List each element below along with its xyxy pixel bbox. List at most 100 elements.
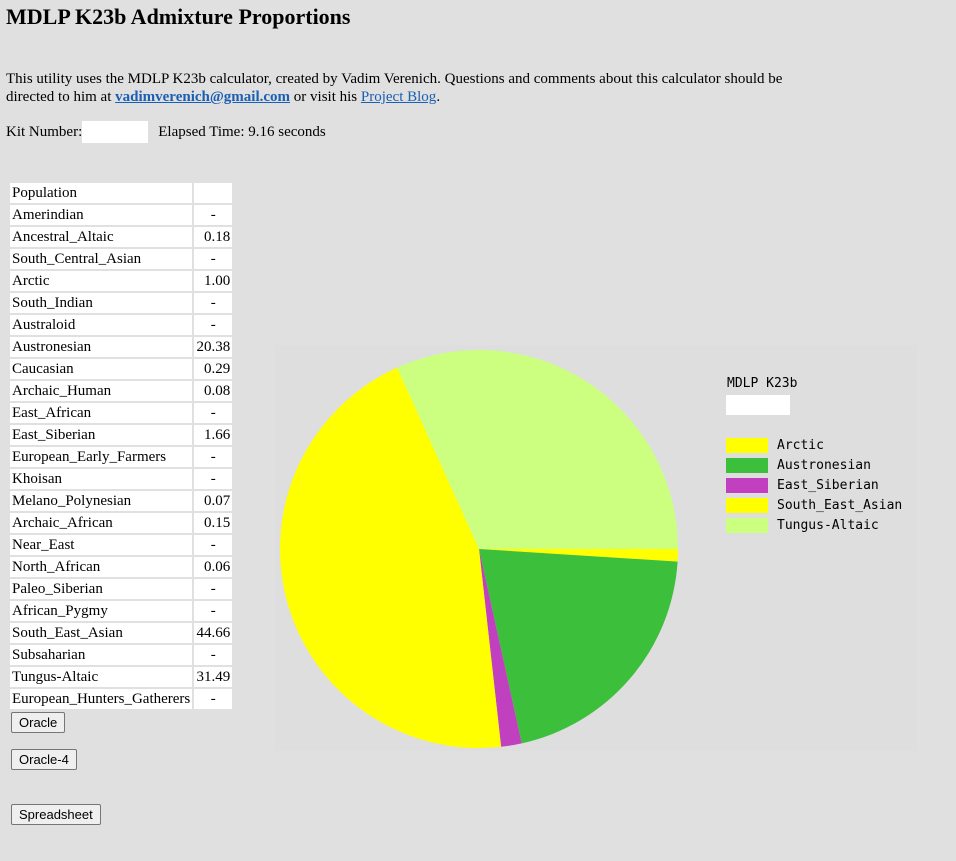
population-value: - — [194, 579, 233, 599]
legend-label: Austronesian — [777, 457, 871, 473]
population-name: Ancestral_Altaic — [10, 227, 193, 247]
population-name: Australoid — [10, 315, 193, 335]
table-row: South_Indian - — [10, 293, 233, 313]
table-row: Archaic_Human 0.08 — [10, 381, 233, 401]
population-name: East_Siberian — [10, 425, 193, 445]
population-value: 0.06 — [194, 557, 233, 577]
pie-chart — [280, 350, 678, 749]
table-row: Near_East - — [10, 535, 233, 555]
population-name: East_African — [10, 403, 193, 423]
oracle-button[interactable]: Oracle — [11, 712, 66, 733]
oracle-4-button[interactable]: Oracle-4 — [11, 749, 77, 770]
table-row: Paleo_Siberian - — [10, 579, 233, 599]
table-row: South_Central_Asian - — [10, 249, 233, 269]
chart-legend: MDLP K23b Arctic Austronesian East_Siberia… — [726, 376, 902, 535]
legend-swatch — [726, 477, 768, 493]
table-row: Austronesian 20.38 — [10, 337, 233, 357]
population-value: 31.49 — [194, 667, 233, 687]
population-value: - — [194, 645, 233, 665]
population-name: Amerindian — [10, 205, 193, 225]
table-row: Caucasian 0.29 — [10, 359, 233, 379]
pie-slice-tungus-altaic — [397, 350, 678, 549]
population-value: 0.29 — [194, 359, 233, 379]
population-value: - — [194, 403, 233, 423]
population-name: Arctic — [10, 271, 193, 291]
legend-label: South_East_Asian — [777, 497, 903, 513]
table-row: Melano_Polynesian 0.07 — [10, 491, 233, 511]
legend-item: Arctic — [726, 435, 902, 455]
population-name: European_Early_Farmers — [10, 447, 193, 467]
population-value: 0.18 — [194, 227, 233, 247]
population-value: 1.66 — [194, 425, 233, 445]
email-link[interactable]: vadimverenich@gmail.com — [115, 89, 291, 105]
population-name: South_Central_Asian — [10, 249, 193, 269]
population-header: Population — [10, 183, 193, 203]
population-name: Archaic_Human — [10, 381, 193, 401]
pie-chart-area — [275, 345, 917, 751]
population-name: Subsaharian — [10, 645, 193, 665]
population-value: - — [194, 689, 233, 709]
population-name: South_Indian — [10, 293, 193, 313]
elapsed-time: Elapsed Time: 9.16 seconds — [158, 124, 326, 140]
population-value: 1.00 — [194, 271, 233, 291]
population-value: - — [194, 601, 233, 621]
spreadsheet-button[interactable]: Spreadsheet — [11, 804, 101, 825]
legend-label: Tungus-Altaic — [777, 517, 879, 533]
legend-swatch — [726, 437, 768, 453]
legend-swatch — [726, 457, 768, 473]
page-title: MDLP K23b Admixture Proportions — [6, 4, 351, 29]
population-name: Khoisan — [10, 469, 193, 489]
kit-row: Kit Number: Elapsed Time: 9.16 seconds — [6, 121, 326, 143]
legend-item: South_East_Asian — [726, 495, 902, 515]
population-name: Austronesian — [10, 337, 193, 357]
kit-number-label: Kit Number: — [6, 124, 83, 140]
table-row: Amerindian - — [10, 205, 233, 225]
legend-swatch — [726, 517, 768, 533]
population-value: - — [194, 469, 233, 489]
chart-title: MDLP K23b — [727, 376, 798, 391]
intro-part-1: This utility uses the MDLP K23b calculat… — [6, 71, 783, 105]
table-row: East_Siberian 1.66 — [10, 425, 233, 445]
population-table: Population Amerindian - Ancestral_Altaic 0.1… — [8, 181, 234, 711]
legend-item: Austronesian — [726, 455, 902, 475]
legend-item: Tungus-Altaic — [726, 515, 902, 535]
legend-label: East_Siberian — [777, 477, 879, 493]
pie-slice-east-siberian — [479, 549, 522, 747]
population-name: North_African — [10, 557, 193, 577]
population-value: 44.66 — [194, 623, 233, 643]
table-row: South_East_Asian 44.66 — [10, 623, 233, 643]
table-row: European_Early_Farmers - — [10, 447, 233, 467]
table-row: Khoisan - — [10, 469, 233, 489]
table-row: Archaic_African 0.15 — [10, 513, 233, 533]
project-blog-link[interactable]: Project Blog — [360, 89, 437, 105]
table-row: Australoid - — [10, 315, 233, 335]
population-name: European_Hunters_Gatherers — [10, 689, 193, 709]
table-row: Ancestral_Altaic 0.18 — [10, 227, 233, 247]
table-header-row: Population — [10, 183, 233, 203]
value-header — [194, 183, 233, 203]
legend-swatch — [726, 497, 768, 513]
population-value: - — [194, 315, 233, 335]
table-row: North_African 0.06 — [10, 557, 233, 577]
kit-number-input[interactable] — [82, 121, 149, 143]
intro-part-3: . — [436, 89, 441, 105]
population-value: 0.15 — [194, 513, 233, 533]
table-row: Tungus-Altaic 31.49 — [10, 667, 233, 687]
table-row: East_African - — [10, 403, 233, 423]
chart-subtitle — [726, 395, 790, 415]
population-name: Melano_Polynesian — [10, 491, 193, 511]
population-value: 0.08 — [194, 381, 233, 401]
pie-slice-south-east-asian — [280, 367, 502, 749]
population-value: - — [194, 535, 233, 555]
intro-part-2: or visit his — [290, 89, 361, 105]
table-row: Arctic 1.00 — [10, 271, 233, 291]
legend-item: East_Siberian — [726, 475, 902, 495]
population-name: Archaic_African — [10, 513, 193, 533]
population-value: 0.07 — [194, 491, 233, 511]
population-name: Near_East — [10, 535, 193, 555]
table-row: European_Hunters_Gatherers - — [10, 689, 233, 709]
table-row: African_Pygmy - — [10, 601, 233, 621]
population-value: - — [194, 447, 233, 467]
pie-slice-arctic — [479, 549, 678, 562]
population-value: - — [194, 293, 233, 313]
